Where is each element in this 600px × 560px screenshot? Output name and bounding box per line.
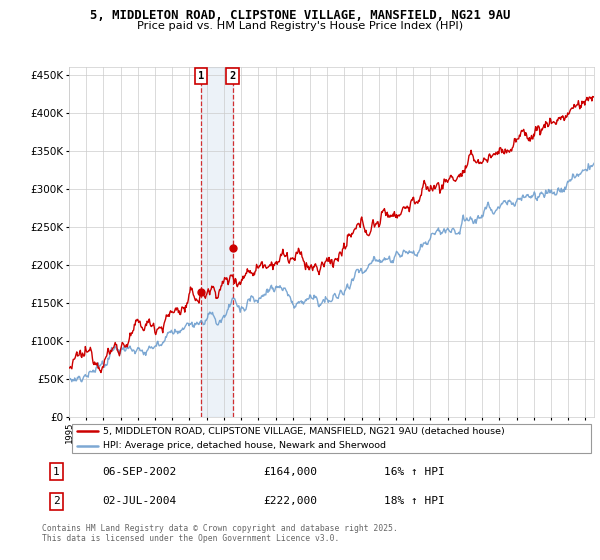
Text: 1: 1: [198, 71, 205, 81]
Text: HPI: Average price, detached house, Newark and Sherwood: HPI: Average price, detached house, Newa…: [103, 441, 386, 450]
Text: 16% ↑ HPI: 16% ↑ HPI: [384, 466, 445, 477]
Text: 5, MIDDLETON ROAD, CLIPSTONE VILLAGE, MANSFIELD, NG21 9AU (detached house): 5, MIDDLETON ROAD, CLIPSTONE VILLAGE, MA…: [103, 427, 505, 436]
Text: 2: 2: [229, 71, 236, 81]
Bar: [201, 67, 233, 417]
Text: 06-SEP-2002: 06-SEP-2002: [103, 466, 177, 477]
Text: 18% ↑ HPI: 18% ↑ HPI: [384, 496, 445, 506]
Text: 5, MIDDLETON ROAD, CLIPSTONE VILLAGE, MANSFIELD, NG21 9AU: 5, MIDDLETON ROAD, CLIPSTONE VILLAGE, MA…: [90, 9, 510, 22]
Text: £164,000: £164,000: [263, 466, 317, 477]
FancyBboxPatch shape: [71, 424, 592, 453]
Text: 02-JUL-2004: 02-JUL-2004: [103, 496, 177, 506]
Text: 1: 1: [53, 466, 60, 477]
Text: Price paid vs. HM Land Registry's House Price Index (HPI): Price paid vs. HM Land Registry's House …: [137, 21, 463, 31]
Text: £222,000: £222,000: [263, 496, 317, 506]
Text: Contains HM Land Registry data © Crown copyright and database right 2025.
This d: Contains HM Land Registry data © Crown c…: [42, 524, 398, 543]
Text: 2: 2: [53, 496, 60, 506]
